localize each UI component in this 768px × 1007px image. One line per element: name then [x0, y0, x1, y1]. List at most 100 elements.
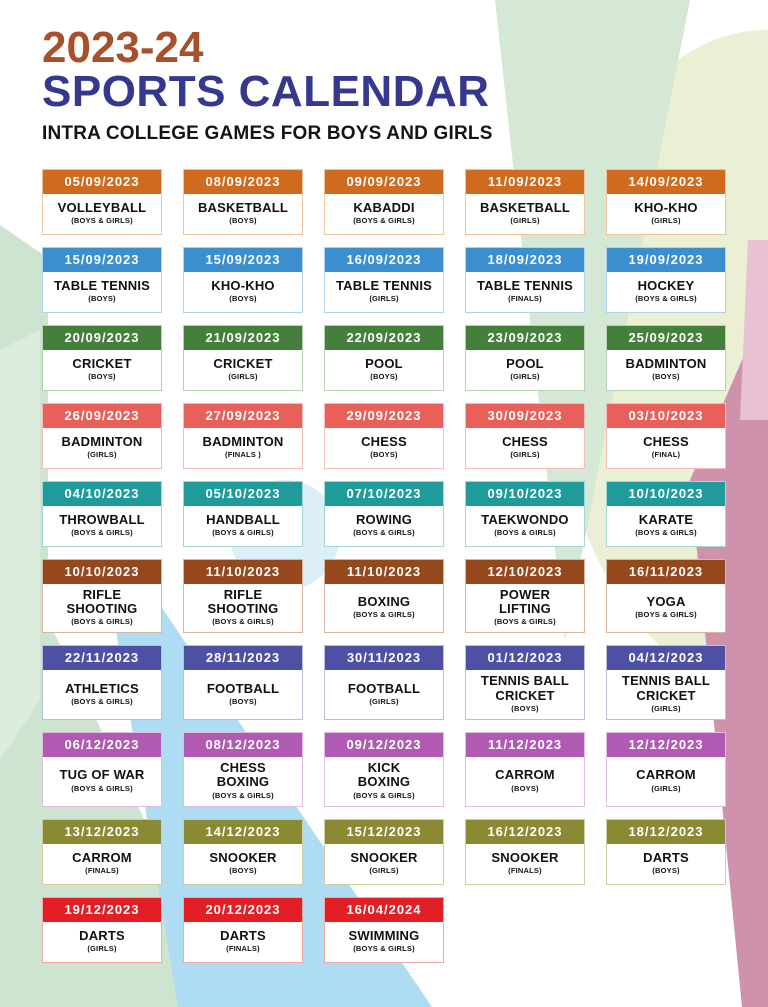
card-body: CHESS (BOYS)	[325, 428, 443, 468]
card-category: (BOYS)	[229, 696, 257, 706]
card-date: 10/10/2023	[607, 481, 725, 506]
card-sport-name: KHO-KHO	[211, 277, 275, 293]
card-body: YOGA (BOYS & GIRLS)	[607, 584, 725, 633]
card-date: 08/09/2023	[184, 169, 302, 194]
card-body: TABLE TENNIS (BOYS)	[43, 272, 161, 312]
card-sport-name: FOOTBALL	[206, 680, 280, 696]
card-date: 30/09/2023	[466, 403, 584, 428]
card-date: 07/10/2023	[325, 481, 443, 506]
card-date: 11/10/2023	[184, 559, 302, 584]
card-body: FOOTBALL (GIRLS)	[325, 670, 443, 719]
event-card: 22/11/2023 ATHLETICS (BOYS & GIRLS)	[42, 645, 162, 721]
event-card: 19/12/2023 DARTS (GIRLS)	[42, 896, 162, 963]
card-date: 18/12/2023	[607, 819, 725, 844]
card-body: BADMINTON (FINALS )	[184, 428, 302, 468]
event-card: 09/12/2023 KICK BOXING (BOYS & GIRLS)	[324, 732, 444, 807]
card-date: 22/11/2023	[43, 646, 161, 671]
event-card: 26/09/2023 BADMINTON (GIRLS)	[42, 402, 162, 469]
card-date: 20/09/2023	[43, 325, 161, 350]
card-sport-name: CARROM	[495, 767, 555, 783]
card-body: SNOOKER (FINALS)	[466, 844, 584, 884]
card-date: 08/12/2023	[184, 733, 302, 758]
event-card: 15/09/2023 KHO-KHO (BOYS)	[183, 246, 303, 313]
page-title: SPORTS CALENDAR	[42, 67, 490, 116]
event-card: 09/09/2023 KABADDI (BOYS & GIRLS)	[324, 168, 444, 235]
event-card: 07/10/2023 ROWING (BOYS & GIRLS)	[324, 480, 444, 547]
event-card: 08/12/2023 CHESS BOXING (BOYS & GIRLS)	[183, 732, 303, 807]
card-category: (BOYS & GIRLS)	[494, 617, 556, 627]
card-category: (BOYS & GIRLS)	[71, 528, 133, 538]
card-sport-name: RIFLE SHOOTING	[207, 586, 279, 617]
card-body: CARROM (GIRLS)	[607, 757, 725, 806]
card-category: (FINAL)	[651, 450, 681, 460]
card-sport-name: CHESS	[643, 433, 689, 449]
card-body: ATHLETICS (BOYS & GIRLS)	[43, 670, 161, 719]
card-sport-name: TABLE TENNIS	[53, 277, 151, 293]
card-date: 26/09/2023	[43, 403, 161, 428]
card-category: (BOYS & GIRLS)	[494, 528, 556, 538]
card-date: 04/12/2023	[607, 646, 725, 671]
card-sport-name: KARATE	[638, 511, 694, 527]
card-sport-name: HANDBALL	[206, 511, 280, 527]
event-card: 23/09/2023 POOL (GIRLS)	[465, 324, 585, 391]
card-date: 05/10/2023	[184, 481, 302, 506]
card-body: TUG OF WAR (BOYS & GIRLS)	[43, 757, 161, 806]
card-category: (FINALS)	[85, 865, 119, 875]
card-body: CHESS (GIRLS)	[466, 428, 584, 468]
card-body: SNOOKER (GIRLS)	[325, 844, 443, 884]
event-card: 29/09/2023 CHESS (BOYS)	[324, 402, 444, 469]
card-body: CARROM (BOYS)	[466, 757, 584, 806]
event-card: 20/09/2023 CRICKET (BOYS)	[42, 324, 162, 391]
card-sport-name: CHESS	[361, 433, 407, 449]
event-card: 06/12/2023 TUG OF WAR (BOYS & GIRLS)	[42, 732, 162, 807]
card-sport-name: THROWBALL	[59, 511, 145, 527]
event-card: 28/11/2023 FOOTBALL (BOYS)	[183, 645, 303, 721]
card-sport-name: TABLE TENNIS	[335, 277, 433, 293]
event-card: 21/09/2023 CRICKET (GIRLS)	[183, 324, 303, 391]
card-body: CARROM (FINALS)	[43, 844, 161, 884]
card-sport-name: TUG OF WAR	[59, 767, 145, 783]
card-category: (FINALS)	[508, 865, 542, 875]
card-sport-name: TENNIS BALL CRICKET	[480, 673, 570, 703]
poster-content: 2023-24 SPORTS CALENDAR INTRA COLLEGE GA…	[42, 26, 726, 963]
event-card: 11/12/2023 CARROM (BOYS)	[465, 732, 585, 807]
event-card: 30/09/2023 CHESS (GIRLS)	[465, 402, 585, 469]
card-category: (GIRLS)	[369, 696, 399, 706]
event-card: 08/09/2023 BASKETBALL (BOYS)	[183, 168, 303, 235]
card-sport-name: SNOOKER	[209, 849, 277, 865]
card-date: 06/12/2023	[43, 733, 161, 758]
event-card: 03/10/2023 CHESS (FINAL)	[606, 402, 726, 469]
card-sport-name: CRICKET	[72, 355, 132, 371]
event-card: 16/11/2023 YOGA (BOYS & GIRLS)	[606, 558, 726, 634]
card-date: 29/09/2023	[325, 403, 443, 428]
card-date: 21/09/2023	[184, 325, 302, 350]
card-category: (BOYS)	[229, 216, 257, 226]
card-date: 28/11/2023	[184, 646, 302, 671]
card-category: (BOYS)	[370, 450, 398, 460]
card-sport-name: CARROM	[636, 767, 696, 783]
card-category: (BOYS & GIRLS)	[353, 528, 415, 538]
card-date: 25/09/2023	[607, 325, 725, 350]
card-category: (BOYS & GIRLS)	[212, 790, 274, 800]
event-card: 14/12/2023 SNOOKER (BOYS)	[183, 818, 303, 885]
card-date: 27/09/2023	[184, 403, 302, 428]
card-sport-name: CARROM	[72, 849, 132, 865]
card-sport-name: VOLLEYBALL	[57, 199, 147, 215]
event-card: 13/12/2023 CARROM (FINALS)	[42, 818, 162, 885]
card-date: 12/12/2023	[607, 733, 725, 758]
card-date: 16/04/2024	[325, 897, 443, 922]
card-sport-name: TAEKWONDO	[481, 511, 569, 527]
card-body: POWER LIFTING (BOYS & GIRLS)	[466, 584, 584, 633]
card-date: 16/09/2023	[325, 247, 443, 272]
card-sport-name: CHESS	[502, 433, 548, 449]
card-category: (GIRLS)	[510, 450, 540, 460]
event-card: 30/11/2023 FOOTBALL (GIRLS)	[324, 645, 444, 721]
card-body: TABLE TENNIS (FINALS)	[466, 272, 584, 312]
card-sport-name: TABLE TENNIS	[476, 277, 574, 293]
card-body: BASKETBALL (GIRLS)	[466, 194, 584, 234]
card-body: CHESS (FINAL)	[607, 428, 725, 468]
card-category: (BOYS)	[88, 372, 116, 382]
card-body: KHO-KHO (BOYS)	[184, 272, 302, 312]
event-card: 20/12/2023 DARTS (FINALS)	[183, 896, 303, 963]
card-body: FOOTBALL (BOYS)	[184, 670, 302, 719]
